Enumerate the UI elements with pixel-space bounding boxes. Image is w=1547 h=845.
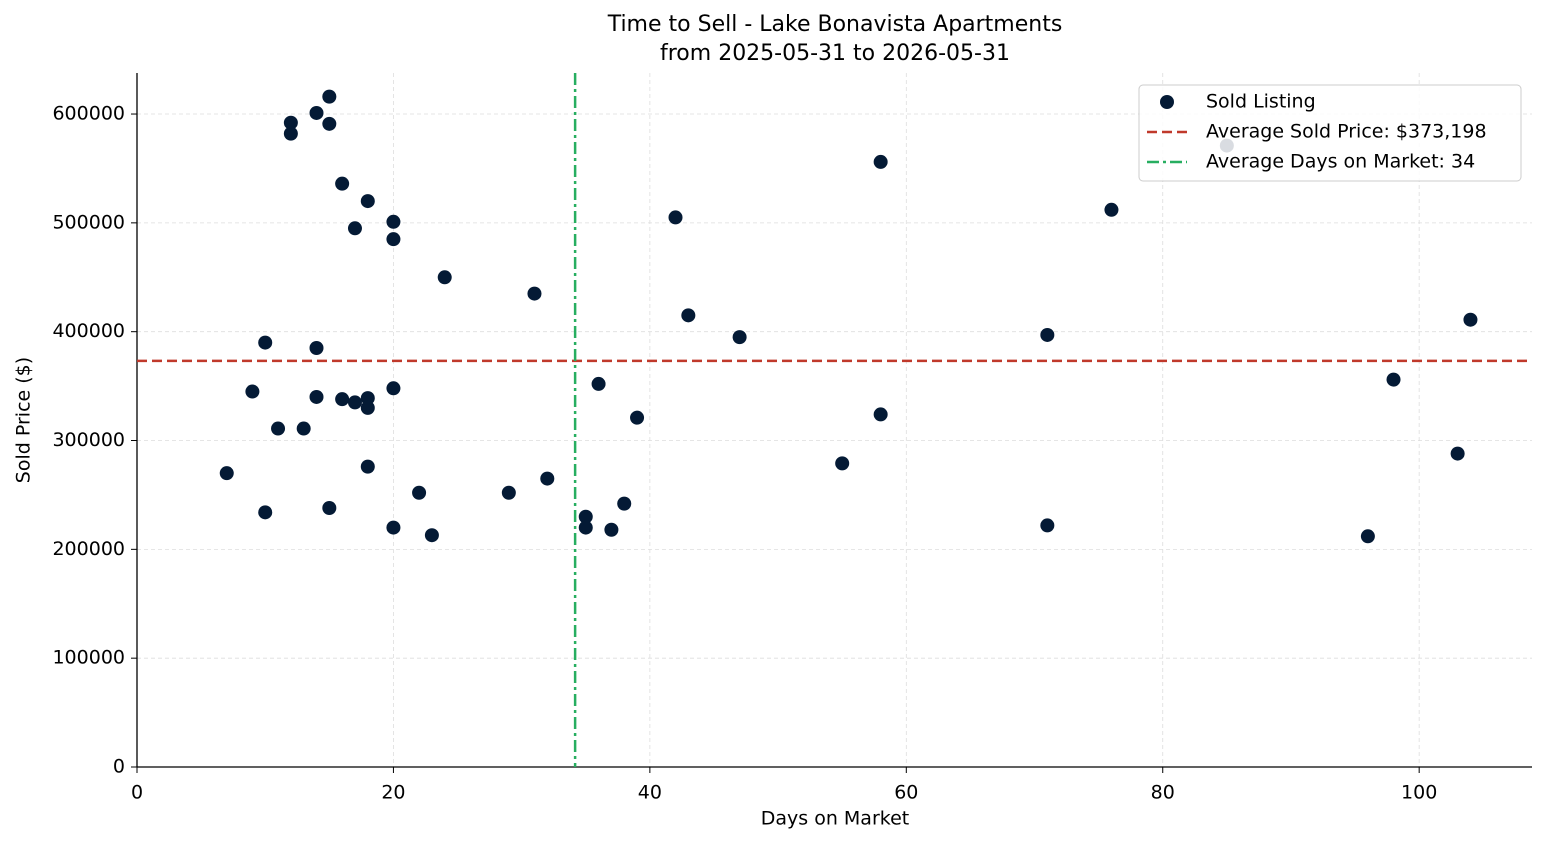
- point: [322, 500, 337, 515]
- x-tick-label: 20: [381, 782, 405, 804]
- point: [386, 520, 401, 535]
- legend-box: [1138, 84, 1522, 182]
- point: [296, 421, 311, 436]
- x-axis-label: Days on Market: [761, 808, 909, 830]
- point: [424, 528, 439, 543]
- x-tick-label: 100: [1401, 782, 1437, 804]
- point: [309, 105, 324, 120]
- point: [1104, 202, 1119, 217]
- point: [835, 456, 850, 471]
- y-tick-label: 0: [113, 756, 125, 778]
- point: [283, 115, 298, 130]
- point: [630, 410, 645, 425]
- chart-title: Time to Sell - Lake Bonavista Apartments: [607, 12, 1063, 37]
- legend-label: Sold Listing: [1206, 91, 1316, 113]
- point: [360, 400, 375, 415]
- point: [271, 421, 286, 436]
- point: [617, 496, 632, 511]
- point: [668, 210, 683, 225]
- point: [258, 335, 273, 350]
- point: [283, 126, 298, 141]
- point: [309, 389, 324, 404]
- point: [1360, 529, 1375, 544]
- chart-subtitle: from 2025-05-31 to 2026-05-31: [660, 41, 1010, 66]
- point: [219, 466, 234, 481]
- y-tick-label: 400000: [52, 320, 125, 342]
- point: [386, 381, 401, 396]
- y-tick-label: 600000: [52, 103, 125, 125]
- x-tick-label: 40: [638, 782, 662, 804]
- x-tick-label: 80: [1151, 782, 1175, 804]
- point: [527, 286, 542, 301]
- point: [386, 232, 401, 247]
- point: [437, 270, 452, 285]
- point: [873, 407, 888, 422]
- y-tick-label: 200000: [52, 538, 125, 560]
- point: [335, 176, 350, 191]
- point: [1450, 446, 1465, 461]
- point: [501, 485, 516, 500]
- x-tick-label: 0: [131, 782, 143, 804]
- point: [681, 308, 696, 323]
- point: [1040, 518, 1055, 533]
- y-tick-label: 300000: [52, 429, 125, 451]
- point: [1386, 372, 1401, 387]
- point: [360, 391, 375, 406]
- point: [309, 341, 324, 356]
- y-axis-label: Sold Price ($): [13, 357, 35, 483]
- point: [386, 214, 401, 229]
- point: [604, 522, 619, 537]
- point: [360, 459, 375, 474]
- point: [347, 221, 362, 236]
- point: [578, 509, 593, 524]
- point: [258, 505, 273, 520]
- y-tick-label: 500000: [52, 211, 125, 233]
- point: [335, 392, 350, 407]
- x-tick-label: 60: [894, 782, 918, 804]
- point: [347, 395, 362, 410]
- point: [578, 520, 593, 535]
- point: [245, 384, 260, 399]
- point: [591, 376, 606, 391]
- point: [873, 154, 888, 169]
- point: [322, 116, 337, 131]
- point: [732, 330, 747, 345]
- y-tick-label: 100000: [52, 647, 125, 669]
- legend-marker: [1160, 95, 1174, 109]
- point: [540, 471, 555, 486]
- point: [412, 485, 427, 500]
- legend-label: Average Sold Price: $373,198: [1206, 121, 1487, 143]
- point: [1463, 312, 1478, 327]
- point: [360, 194, 375, 209]
- legend: Sold Listing Average Sold Price: $373,198…: [1138, 84, 1522, 182]
- legend-label: Average Days on Market: 34: [1206, 151, 1475, 173]
- point: [322, 89, 337, 104]
- point: [1040, 327, 1055, 342]
